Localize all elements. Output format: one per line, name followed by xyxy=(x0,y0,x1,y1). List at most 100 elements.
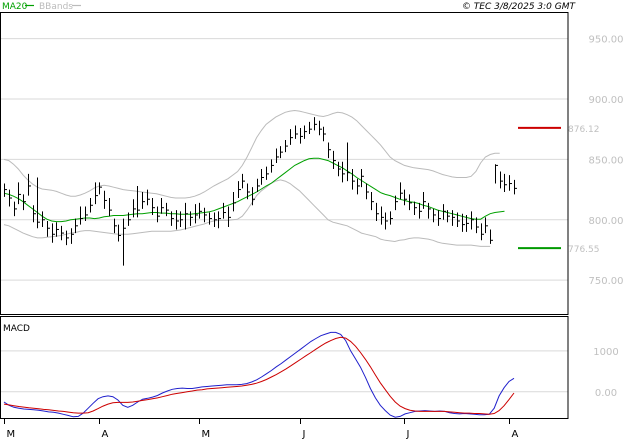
price-y-tick-label: 900.00 xyxy=(589,95,624,106)
price-bar xyxy=(276,148,279,163)
macd-lines xyxy=(3,331,515,418)
price-gridlines xyxy=(0,38,568,281)
price-bar xyxy=(75,218,78,234)
price-bar xyxy=(90,198,93,213)
price-bar xyxy=(485,217,488,234)
price-bar xyxy=(252,187,255,206)
price-y-tick-labels: 750.00 800.00 850.00 900.00 950.00 xyxy=(589,35,624,288)
price-bar xyxy=(257,178,260,192)
price-panel-border xyxy=(0,12,569,315)
price-bar xyxy=(9,189,12,207)
macd-y-tick-label: 1000 xyxy=(593,347,618,358)
price-bar xyxy=(381,206,384,225)
price-bar xyxy=(438,210,441,226)
price-bar xyxy=(371,191,374,211)
price-bar xyxy=(161,198,164,214)
price-bar xyxy=(342,161,345,183)
price-bar xyxy=(457,212,460,228)
price-bar xyxy=(266,166,269,180)
price-bar xyxy=(404,189,407,206)
price-bar xyxy=(443,204,446,220)
price-bar xyxy=(28,173,31,196)
price-bar xyxy=(280,146,283,159)
macd-y-tick-label: 0.00 xyxy=(595,388,617,399)
bollinger-bands xyxy=(3,109,500,247)
price-y-tick-label: 850.00 xyxy=(589,155,624,166)
legend-bbands: BBands xyxy=(39,2,73,12)
price-bar xyxy=(114,218,117,234)
price-bar xyxy=(347,142,350,182)
price-bar xyxy=(223,202,226,219)
price-bar xyxy=(300,127,303,144)
price-levels: 876.12 776.55 xyxy=(518,125,600,255)
price-bar xyxy=(180,211,183,228)
price-bar xyxy=(185,202,188,230)
price-bar xyxy=(123,218,126,266)
price-bar xyxy=(147,189,150,206)
price-bar xyxy=(56,222,59,237)
price-bar xyxy=(47,220,50,237)
price-y-tick-label: 800.00 xyxy=(589,216,624,227)
price-bar xyxy=(23,194,26,211)
price-bar xyxy=(166,202,169,217)
price-bar xyxy=(290,129,293,145)
price-bar xyxy=(18,182,21,205)
price-bar xyxy=(199,202,202,219)
price-bar xyxy=(471,211,474,230)
signal-line xyxy=(3,336,515,415)
price-bar xyxy=(466,214,469,232)
price-bar xyxy=(228,206,231,228)
price-bar xyxy=(476,217,479,234)
price-bar xyxy=(352,169,355,190)
x-tick-label: J xyxy=(406,429,410,440)
price-bar xyxy=(247,183,250,200)
price-y-tick-label: 950.00 xyxy=(589,35,624,46)
price-bar xyxy=(195,204,198,224)
price-bar xyxy=(500,171,503,189)
bbands-lower-line xyxy=(3,179,491,247)
price-bar xyxy=(137,185,140,218)
price-bar xyxy=(104,190,107,209)
price-bar xyxy=(490,229,493,244)
macd-y-tick-labels: 0.00 1000 xyxy=(593,347,618,399)
price-bar xyxy=(419,202,422,219)
price-bar xyxy=(295,125,298,139)
price-bar xyxy=(238,181,241,199)
price-bar xyxy=(433,208,436,223)
price-bar xyxy=(514,179,517,195)
price-bar xyxy=(376,202,379,221)
x-tick-label: J xyxy=(302,429,306,440)
macd-gridlines xyxy=(0,350,568,393)
price-bar xyxy=(80,206,83,225)
price-bar xyxy=(42,211,45,228)
price-bar xyxy=(271,159,274,173)
price-bar xyxy=(366,183,369,200)
price-bar xyxy=(504,173,507,192)
price-bar xyxy=(314,117,317,131)
price-bar xyxy=(357,178,360,195)
price-bar xyxy=(452,210,455,226)
price-bar xyxy=(333,150,336,170)
price-bar xyxy=(204,207,207,223)
copyright-text: © TEC 3/8/2025 3:0 GMT xyxy=(462,2,577,12)
price-bar xyxy=(233,191,236,212)
price-bar xyxy=(218,211,221,229)
price-bar xyxy=(66,230,69,246)
price-bar xyxy=(304,125,307,139)
price-bar xyxy=(328,142,331,159)
price-bar xyxy=(423,191,426,209)
price-bar xyxy=(428,202,431,219)
price-bar xyxy=(171,211,174,226)
price-bar xyxy=(37,177,40,229)
price-bar xyxy=(447,210,450,223)
price-bar xyxy=(99,182,102,195)
price-bar xyxy=(323,126,326,142)
price-bar xyxy=(176,210,179,230)
legend-ma20: MA20 xyxy=(2,2,28,12)
price-bar xyxy=(400,182,403,200)
price-y-tick-label: 750.00 xyxy=(589,276,624,287)
price-bar xyxy=(14,201,17,217)
price-bar xyxy=(61,225,64,241)
